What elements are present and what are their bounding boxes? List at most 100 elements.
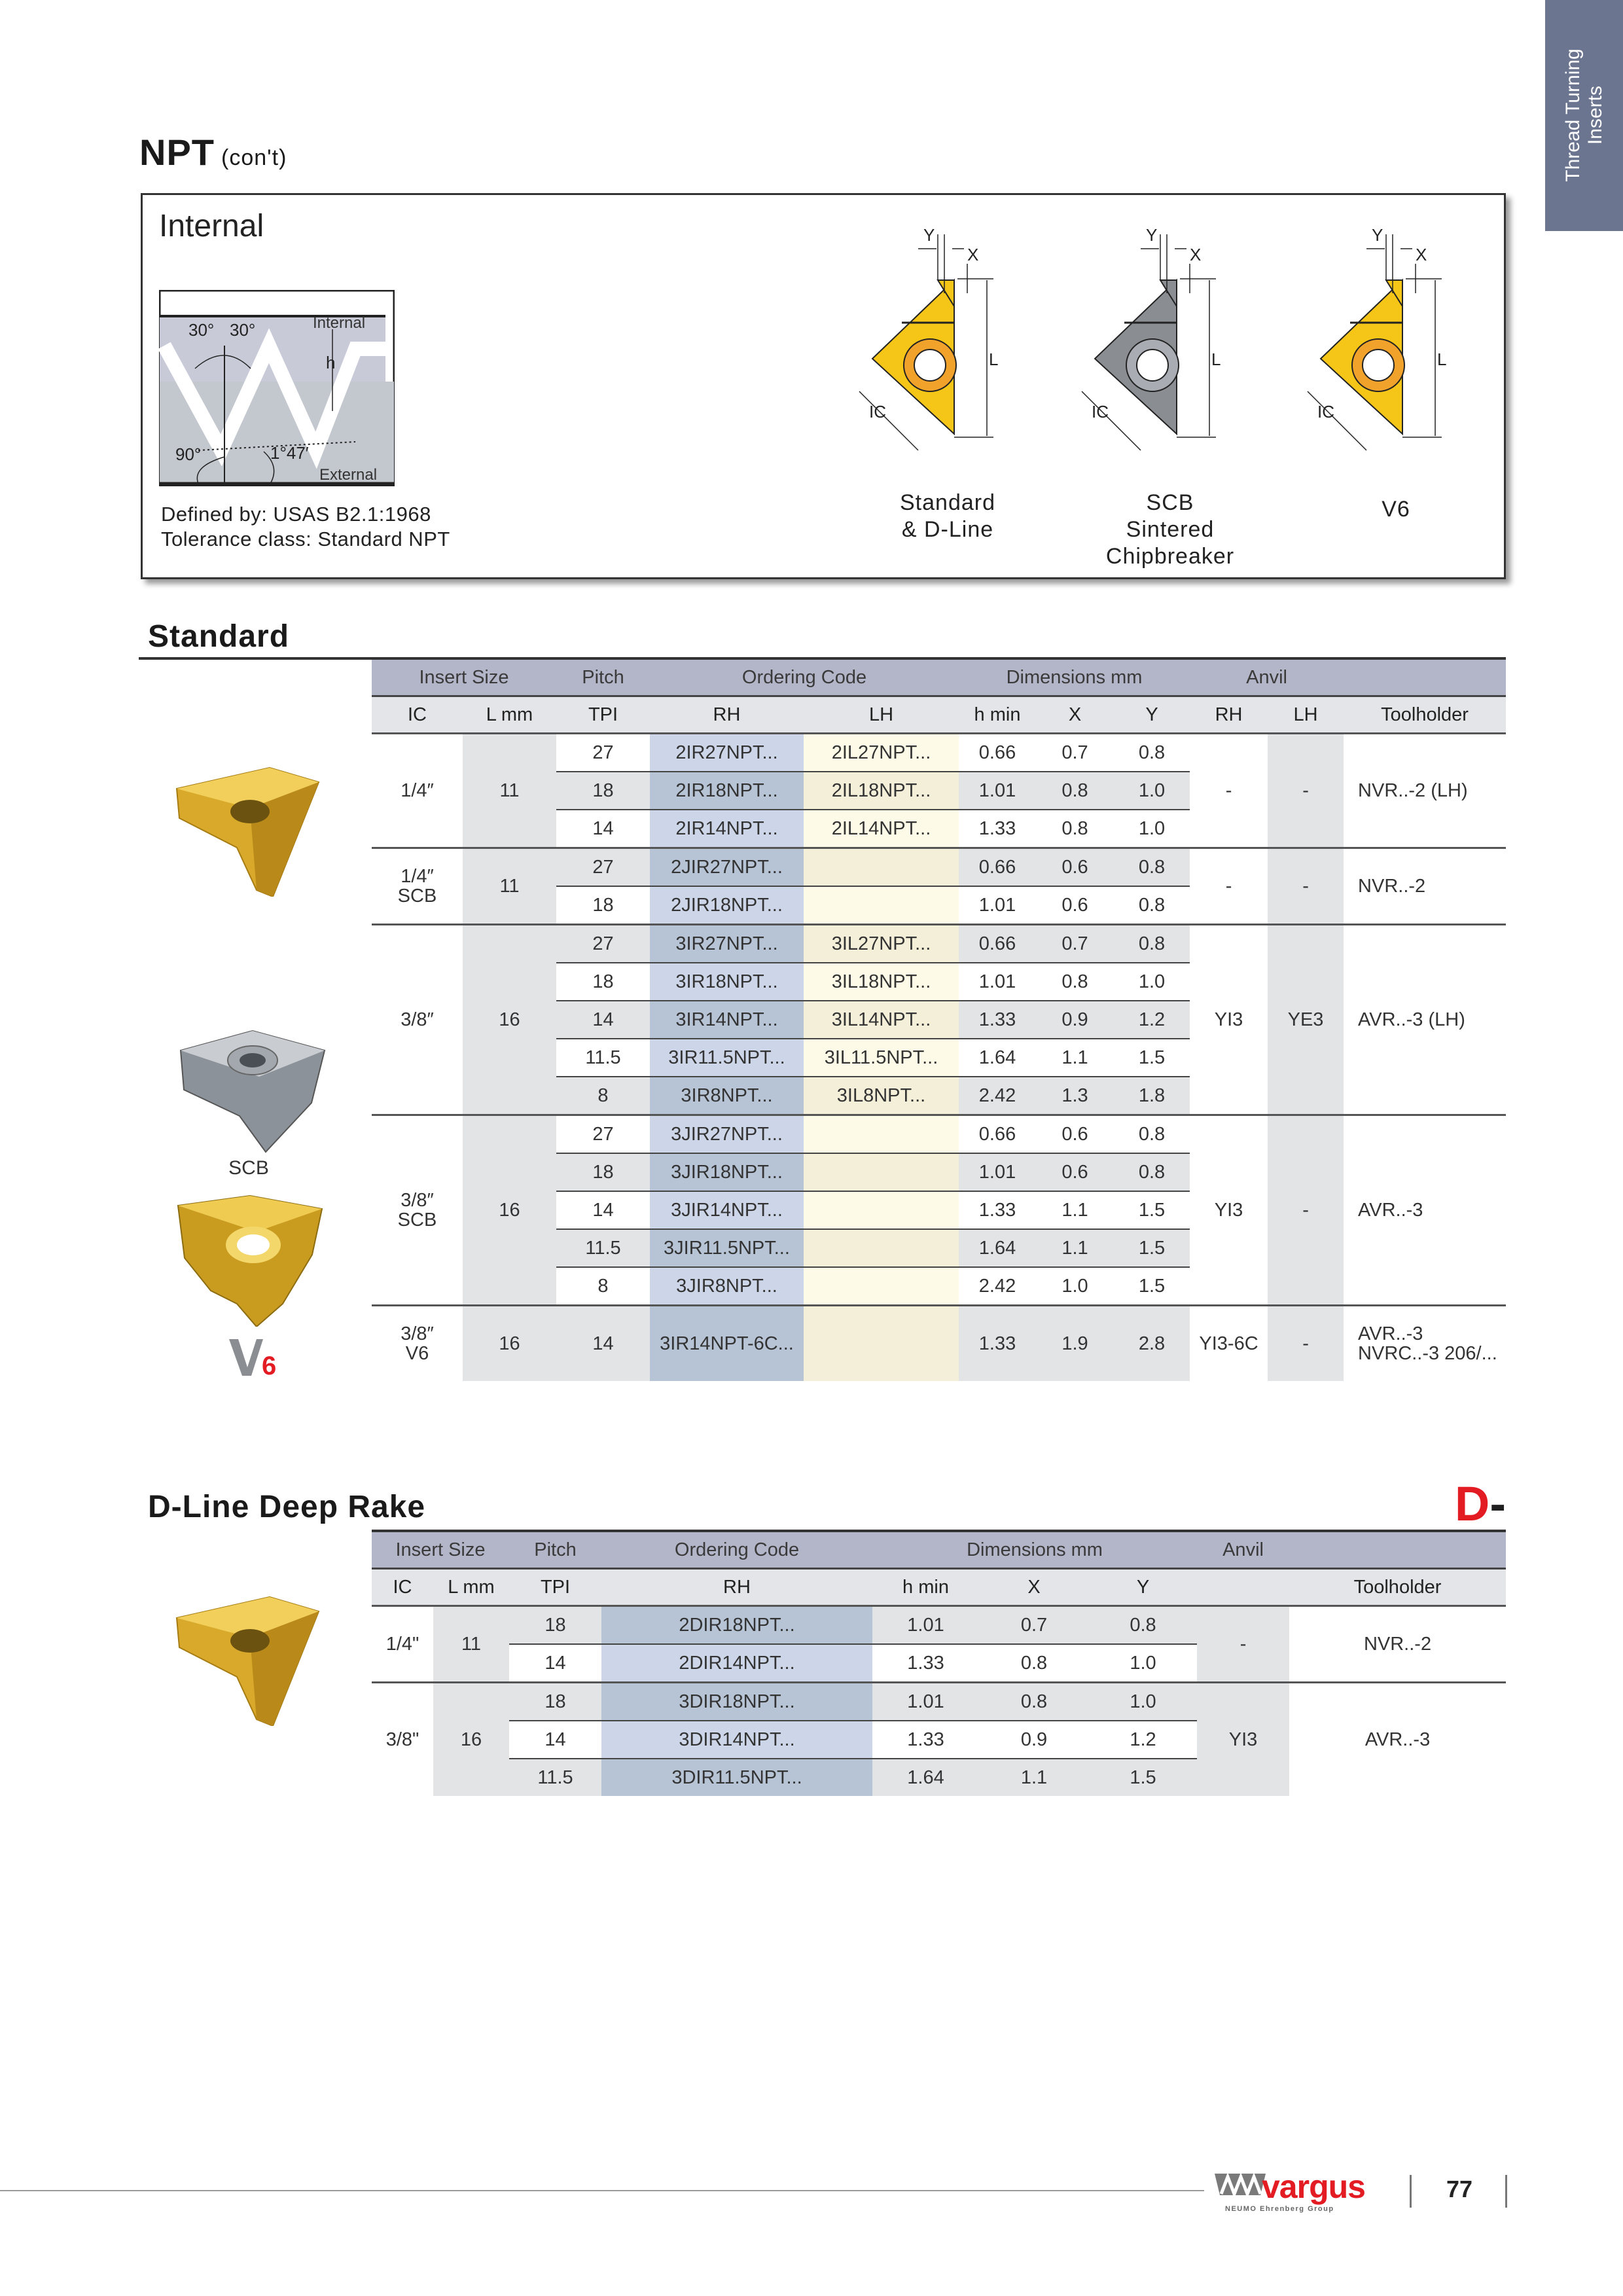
insert-type-label: SCB Sintered Chipbreaker [1065, 490, 1275, 570]
y-cell: 1.0 [1089, 1643, 1198, 1683]
group-header: Ordering Code [601, 1532, 872, 1570]
group-header: Insert Size [372, 660, 556, 697]
y-cell: 0.8 [1089, 1605, 1198, 1644]
tpi-cell: 27 [556, 1114, 650, 1153]
column-header: X [979, 1568, 1089, 1607]
tolerance-class-text: Tolerance class: Standard NPT [161, 528, 450, 550]
column-header: IC [372, 1568, 433, 1607]
h-min-cell: 0.66 [959, 847, 1036, 886]
rh-code-cell: 3IR27NPT... [650, 924, 804, 963]
dimension-label-l: L [1211, 350, 1221, 369]
lh-code-cell: 2IL18NPT... [804, 771, 959, 810]
insert-drawing-standard: Y X L IC [859, 225, 998, 451]
cell-line: 1/4" [385, 1634, 419, 1655]
side-tab-line2: Inserts [1584, 85, 1606, 145]
column-header: Toolholder [1344, 696, 1507, 734]
lh-code-cell: 2IL14NPT... [804, 809, 959, 848]
v6-insert-image [177, 1194, 323, 1327]
insert-type-label-line: Chipbreaker [1105, 544, 1235, 569]
h-min-cell: 1.01 [959, 962, 1036, 1001]
toolholder-cell: NVR..-2 (LH) [1344, 732, 1507, 848]
diagram-90-label: 90° [175, 444, 201, 464]
v6-logo: 6 [229, 1339, 276, 1377]
dimension-label-ic: IC [1092, 402, 1109, 422]
rh-code-cell: 3JIR14NPT... [650, 1191, 804, 1229]
x-cell: 0.7 [1036, 924, 1114, 963]
anvil-rh-cell: - [1190, 732, 1268, 848]
rh-code-cell: 3IR11.5NPT... [650, 1038, 804, 1077]
group-header [1344, 660, 1507, 697]
tpi-cell: 18 [556, 771, 650, 810]
toolholder-cell: AVR..-3 [1344, 1114, 1507, 1306]
cell-line: 1/4″ [401, 866, 434, 887]
table-row: 18 2IR18NPT... 2IL18NPT... 1.01 0.8 1.0 [372, 771, 1506, 810]
insert-type-label-line: Sintered [1126, 517, 1215, 542]
ic-cell: 1/4″ SCB [372, 847, 463, 925]
y-cell: 1.5 [1114, 1038, 1190, 1077]
lh-code-cell: 3IL11.5NPT... [804, 1038, 959, 1077]
lh-code-cell [804, 1229, 959, 1267]
diagram-h-label: h [326, 353, 335, 372]
anvil-rh-cell: YI3 [1190, 1114, 1268, 1306]
h-min-cell: 1.64 [959, 1229, 1036, 1267]
page-title-main: NPT [139, 132, 215, 173]
h-min-cell: 1.64 [872, 1758, 979, 1796]
standard-section-title: Standard [148, 619, 290, 654]
cell-line: 3/8″ [401, 1323, 434, 1344]
table-row: 18 2JIR18NPT... 1.01 0.6 0.8 [372, 886, 1506, 925]
column-header: Y [1114, 696, 1190, 734]
tpi-cell: 14 [509, 1643, 601, 1683]
ic-cell: 3/8" [372, 1681, 433, 1796]
insert-type-label-line: Standard [900, 490, 995, 515]
l-mm-cell: 11 [463, 732, 556, 848]
rh-code-cell: 2IR14NPT... [650, 809, 804, 848]
lh-code-cell: 3IL8NPT... [804, 1076, 959, 1115]
anvil-lh-cell: YE3 [1268, 924, 1344, 1115]
ic-cell: 1/4" [372, 1605, 433, 1683]
cell-line: SCB [397, 886, 437, 906]
rh-code-cell: 3IR8NPT... [650, 1076, 804, 1115]
svg-text:NEUMO Ehrenberg Group: NEUMO Ehrenberg Group [1225, 2205, 1334, 2213]
l-mm-cell: 11 [433, 1605, 509, 1683]
x-cell: 1.1 [1036, 1229, 1114, 1267]
x-cell: 1.1 [1036, 1191, 1114, 1229]
y-cell: 1.0 [1114, 771, 1190, 810]
side-tab-label: Thread Turning Inserts [1562, 48, 1607, 181]
column-header: TPI [509, 1568, 601, 1607]
x-cell: 0.9 [1036, 1000, 1114, 1039]
y-cell: 1.8 [1114, 1076, 1190, 1115]
insert-type-label-line: SCB [1146, 490, 1194, 515]
side-tab-line1: Thread Turning [1562, 48, 1584, 182]
tpi-cell: 14 [556, 809, 650, 848]
rh-code-cell: 2IR27NPT... [650, 732, 804, 772]
lh-code-cell: 2IL27NPT... [804, 732, 959, 772]
h-min-cell: 1.33 [959, 1000, 1036, 1039]
rh-code-cell: 3DIR11.5NPT... [601, 1758, 872, 1796]
column-header: h min [872, 1568, 979, 1607]
l-mm-cell: 16 [463, 924, 556, 1115]
anvil-rh-cell: YI3 [1190, 924, 1268, 1115]
box-title: Internal [159, 209, 264, 243]
x-cell: 1.1 [1036, 1038, 1114, 1077]
table-row: 3/8″ 16 27 3IR27NPT... 3IL27NPT... 0.66 0.7 0.8… [372, 924, 1507, 1115]
tpi-cell: 27 [556, 924, 650, 963]
tpi-cell: 14 [556, 1304, 650, 1381]
lh-code-cell [804, 1191, 959, 1229]
y-cell: 1.0 [1114, 809, 1190, 848]
lh-code-cell: 3IL14NPT... [804, 1000, 959, 1039]
cell-line: NVR..-2 (LH) [1358, 780, 1468, 801]
column-header: IC [372, 696, 463, 734]
l-mm-cell: 16 [463, 1304, 556, 1381]
diagram-taper-label: 1°47′ [270, 443, 309, 463]
h-min-cell: 1.01 [872, 1681, 979, 1721]
svg-text:6: 6 [262, 1352, 276, 1377]
rh-code-cell: 2JIR18NPT... [650, 886, 804, 925]
y-cell: 1.0 [1114, 962, 1190, 1001]
x-cell: 0.9 [979, 1720, 1089, 1759]
group-header-row: Insert Size Pitch Ordering Code Dimensions … [372, 660, 1507, 697]
cell-line: 3/8" [385, 1729, 419, 1750]
lh-code-cell [804, 847, 959, 886]
rh-code-cell: 3DIR14NPT... [601, 1720, 872, 1759]
group-header: Anvil [1197, 1532, 1290, 1570]
y-cell: 0.8 [1114, 732, 1190, 772]
